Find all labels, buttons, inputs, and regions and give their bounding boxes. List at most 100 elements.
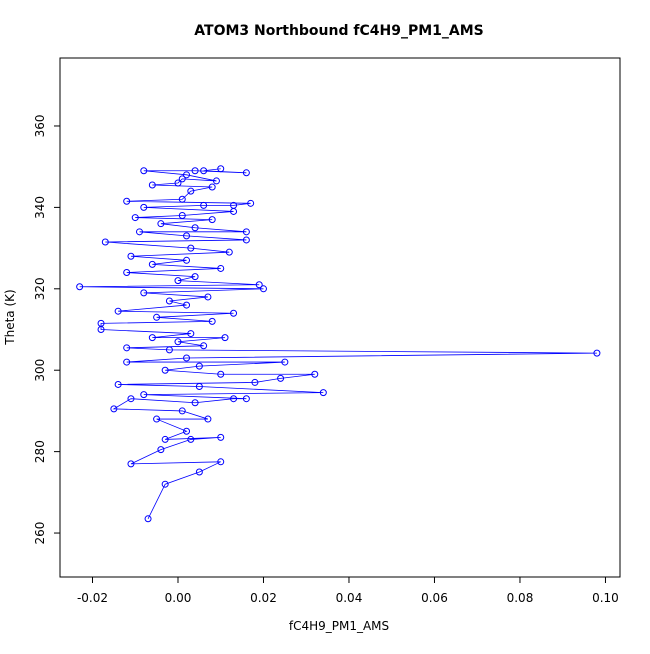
data-point xyxy=(259,285,267,293)
data-point xyxy=(148,181,156,189)
chart-title: ATOM3 Northbound fC4H9_PM1_AMS xyxy=(194,23,483,39)
data-point xyxy=(183,232,191,240)
data-point xyxy=(187,330,195,338)
data-point xyxy=(157,446,165,454)
data-point xyxy=(208,216,216,224)
data-point xyxy=(114,307,122,315)
data-point xyxy=(161,480,169,488)
data-point xyxy=(183,301,191,309)
plot-frame xyxy=(59,57,621,578)
data-point xyxy=(165,346,173,354)
data-point xyxy=(123,269,131,277)
y-tick-label: 260 xyxy=(33,522,47,545)
x-tick-label: -0.02 xyxy=(77,591,108,605)
data-point xyxy=(191,167,199,175)
data-point xyxy=(191,273,199,281)
data-point xyxy=(277,374,285,382)
data-point xyxy=(204,293,212,301)
data-point xyxy=(204,415,212,423)
data-point xyxy=(242,169,250,177)
data-point xyxy=(136,228,144,236)
data-point xyxy=(183,427,191,435)
data-point xyxy=(174,179,182,187)
data-point xyxy=(195,382,203,390)
data-point xyxy=(76,283,84,291)
data-point xyxy=(187,244,195,252)
data-point xyxy=(230,395,238,403)
data-point xyxy=(200,167,208,175)
y-tick-label: 280 xyxy=(33,440,47,463)
data-point xyxy=(200,342,208,350)
data-point xyxy=(101,238,109,246)
x-tick-label: 0.04 xyxy=(336,591,363,605)
data-point xyxy=(153,415,161,423)
data-point xyxy=(221,334,229,342)
y-tick-label: 320 xyxy=(33,277,47,300)
data-point xyxy=(191,224,199,232)
data-point xyxy=(178,407,186,415)
data-point xyxy=(183,354,191,362)
data-point xyxy=(242,228,250,236)
data-point xyxy=(242,395,250,403)
data-point xyxy=(212,177,220,185)
data-point xyxy=(178,175,186,183)
x-axis-label: fC4H9_PM1_AMS xyxy=(289,619,389,633)
data-point xyxy=(174,277,182,285)
y-tick-label: 340 xyxy=(33,196,47,219)
data-point xyxy=(230,201,238,209)
y-axis-label: Theta (K) xyxy=(3,289,17,345)
data-point xyxy=(200,201,208,209)
data-point xyxy=(311,370,319,378)
data-point xyxy=(140,203,148,211)
data-point xyxy=(161,435,169,443)
data-point xyxy=(157,220,165,228)
data-point xyxy=(127,252,135,260)
data-point xyxy=(140,289,148,297)
data-point xyxy=(217,370,225,378)
x-tick-label: 0.02 xyxy=(250,591,277,605)
data-point xyxy=(131,214,139,222)
data-point xyxy=(208,183,216,191)
data-point xyxy=(247,199,255,207)
x-tick-label: 0.08 xyxy=(507,591,534,605)
data-point xyxy=(114,380,122,388)
x-tick-label: 0.10 xyxy=(592,591,619,605)
data-point xyxy=(127,460,135,468)
data-point xyxy=(183,171,191,179)
data-point xyxy=(110,405,118,413)
data-point xyxy=(319,389,327,397)
data-point xyxy=(178,212,186,220)
data-point xyxy=(225,248,233,256)
data-point xyxy=(148,334,156,342)
data-point xyxy=(281,358,289,366)
data-point xyxy=(242,236,250,244)
data-point xyxy=(217,433,225,441)
data-point xyxy=(593,349,601,357)
data-point xyxy=(148,260,156,268)
x-tick-label: 0.00 xyxy=(165,591,192,605)
data-point xyxy=(208,317,216,325)
data-point xyxy=(217,458,225,466)
data-point xyxy=(123,358,131,366)
data-point xyxy=(127,395,135,403)
data-point xyxy=(255,281,263,289)
data-point xyxy=(161,366,169,374)
data-point xyxy=(123,197,131,205)
data-point xyxy=(140,167,148,175)
data-point xyxy=(217,264,225,272)
data-point xyxy=(195,362,203,370)
data-point xyxy=(174,338,182,346)
y-tick-label: 300 xyxy=(33,359,47,382)
y-tick-label: 360 xyxy=(33,115,47,138)
data-point xyxy=(230,309,238,317)
data-point xyxy=(144,515,152,523)
data-point xyxy=(178,195,186,203)
data-point xyxy=(123,344,131,352)
data-point xyxy=(165,297,173,305)
data-point xyxy=(251,378,259,386)
data-point xyxy=(187,435,195,443)
data-point xyxy=(140,391,148,399)
data-point xyxy=(217,165,225,173)
data-point xyxy=(183,256,191,264)
